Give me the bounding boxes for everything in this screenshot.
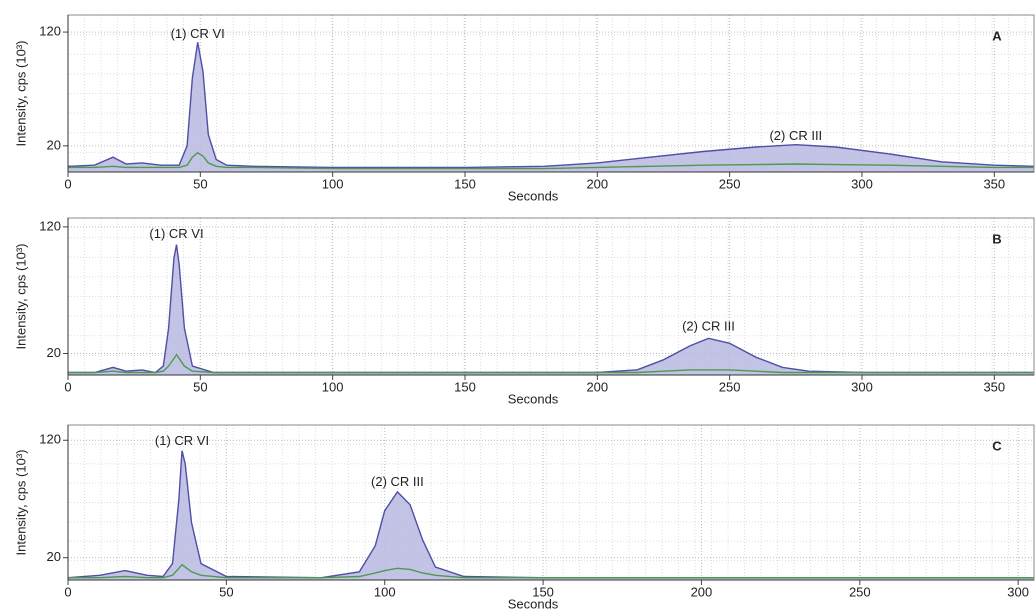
plot-area <box>68 244 1034 375</box>
x-tick-label: 100 <box>374 584 396 599</box>
line <box>68 563 1034 579</box>
x-axis-label: Seconds <box>508 391 559 406</box>
peak-annotation: (1) CR VI <box>149 226 203 241</box>
x-tick-label: 0 <box>64 584 71 599</box>
x-tick-label: 350 <box>983 176 1005 191</box>
y-axis-label: Intensity, cps (10³) <box>13 450 28 556</box>
plot-area <box>68 42 1034 172</box>
x-tick-label: 150 <box>454 176 476 191</box>
x-tick-label: 150 <box>454 379 476 394</box>
peak-annotation: (2) CR III <box>371 474 424 489</box>
x-axis-label: Seconds <box>508 188 559 203</box>
area <box>68 244 1034 375</box>
y-axis-label: Intensity, cps (10³) <box>13 244 28 350</box>
x-tick-label: 150 <box>532 584 554 599</box>
y-axis-label: Intensity, cps (10³) <box>13 41 28 147</box>
x-tick-label: 350 <box>983 379 1005 394</box>
panel: 20 120 0 50 100 150 200 250 300 350 (1) CR VI (2) C… <box>13 217 1035 406</box>
x-tick-label: 0 <box>64 176 71 191</box>
x-tick-label: 50 <box>219 584 233 599</box>
y-tick-label: 20 <box>47 137 61 152</box>
peak-annotation: (2) CR III <box>682 318 735 333</box>
x-tick-label: 200 <box>586 176 608 191</box>
y-tick-label: 20 <box>47 345 61 360</box>
y-tick-label: 120 <box>39 432 61 447</box>
y-tick-label: 20 <box>47 549 61 564</box>
x-axis-label: Seconds <box>508 596 559 611</box>
x-tick-label: 200 <box>586 379 608 394</box>
x-tick-label: 300 <box>851 379 873 394</box>
x-tick-label: 100 <box>322 379 344 394</box>
panel-label: B <box>992 231 1001 246</box>
plot-area <box>68 450 1034 580</box>
x-tick-label: 250 <box>719 176 741 191</box>
x-tick-label: 250 <box>849 584 871 599</box>
x-tick-label: 100 <box>322 176 344 191</box>
line <box>68 151 1034 170</box>
panel-label: C <box>992 438 1002 453</box>
line <box>68 450 1034 579</box>
peak-annotation: (1) CR VI <box>171 26 225 41</box>
panel: 20 120 0 50 100 150 200 250 300 350 (1) CR VI (2) C… <box>13 14 1035 203</box>
peak-annotation: (1) CR VI <box>155 433 209 448</box>
line <box>68 353 1034 374</box>
x-tick-label: 50 <box>193 379 207 394</box>
y-tick-label: 120 <box>39 24 61 39</box>
peak-annotation: (2) CR III <box>769 128 822 143</box>
line <box>68 42 1034 169</box>
panel-label: A <box>992 28 1002 43</box>
x-tick-label: 300 <box>1007 584 1029 599</box>
x-tick-label: 200 <box>691 584 713 599</box>
x-tick-label: 50 <box>193 176 207 191</box>
panel: 20 120 0 50 100 150 200 250 300 (1) CR VI (2) CR I… <box>13 424 1035 611</box>
y-tick-label: 120 <box>39 218 61 233</box>
x-tick-label: 300 <box>851 176 873 191</box>
x-tick-label: 250 <box>719 379 741 394</box>
x-tick-label: 0 <box>64 379 71 394</box>
